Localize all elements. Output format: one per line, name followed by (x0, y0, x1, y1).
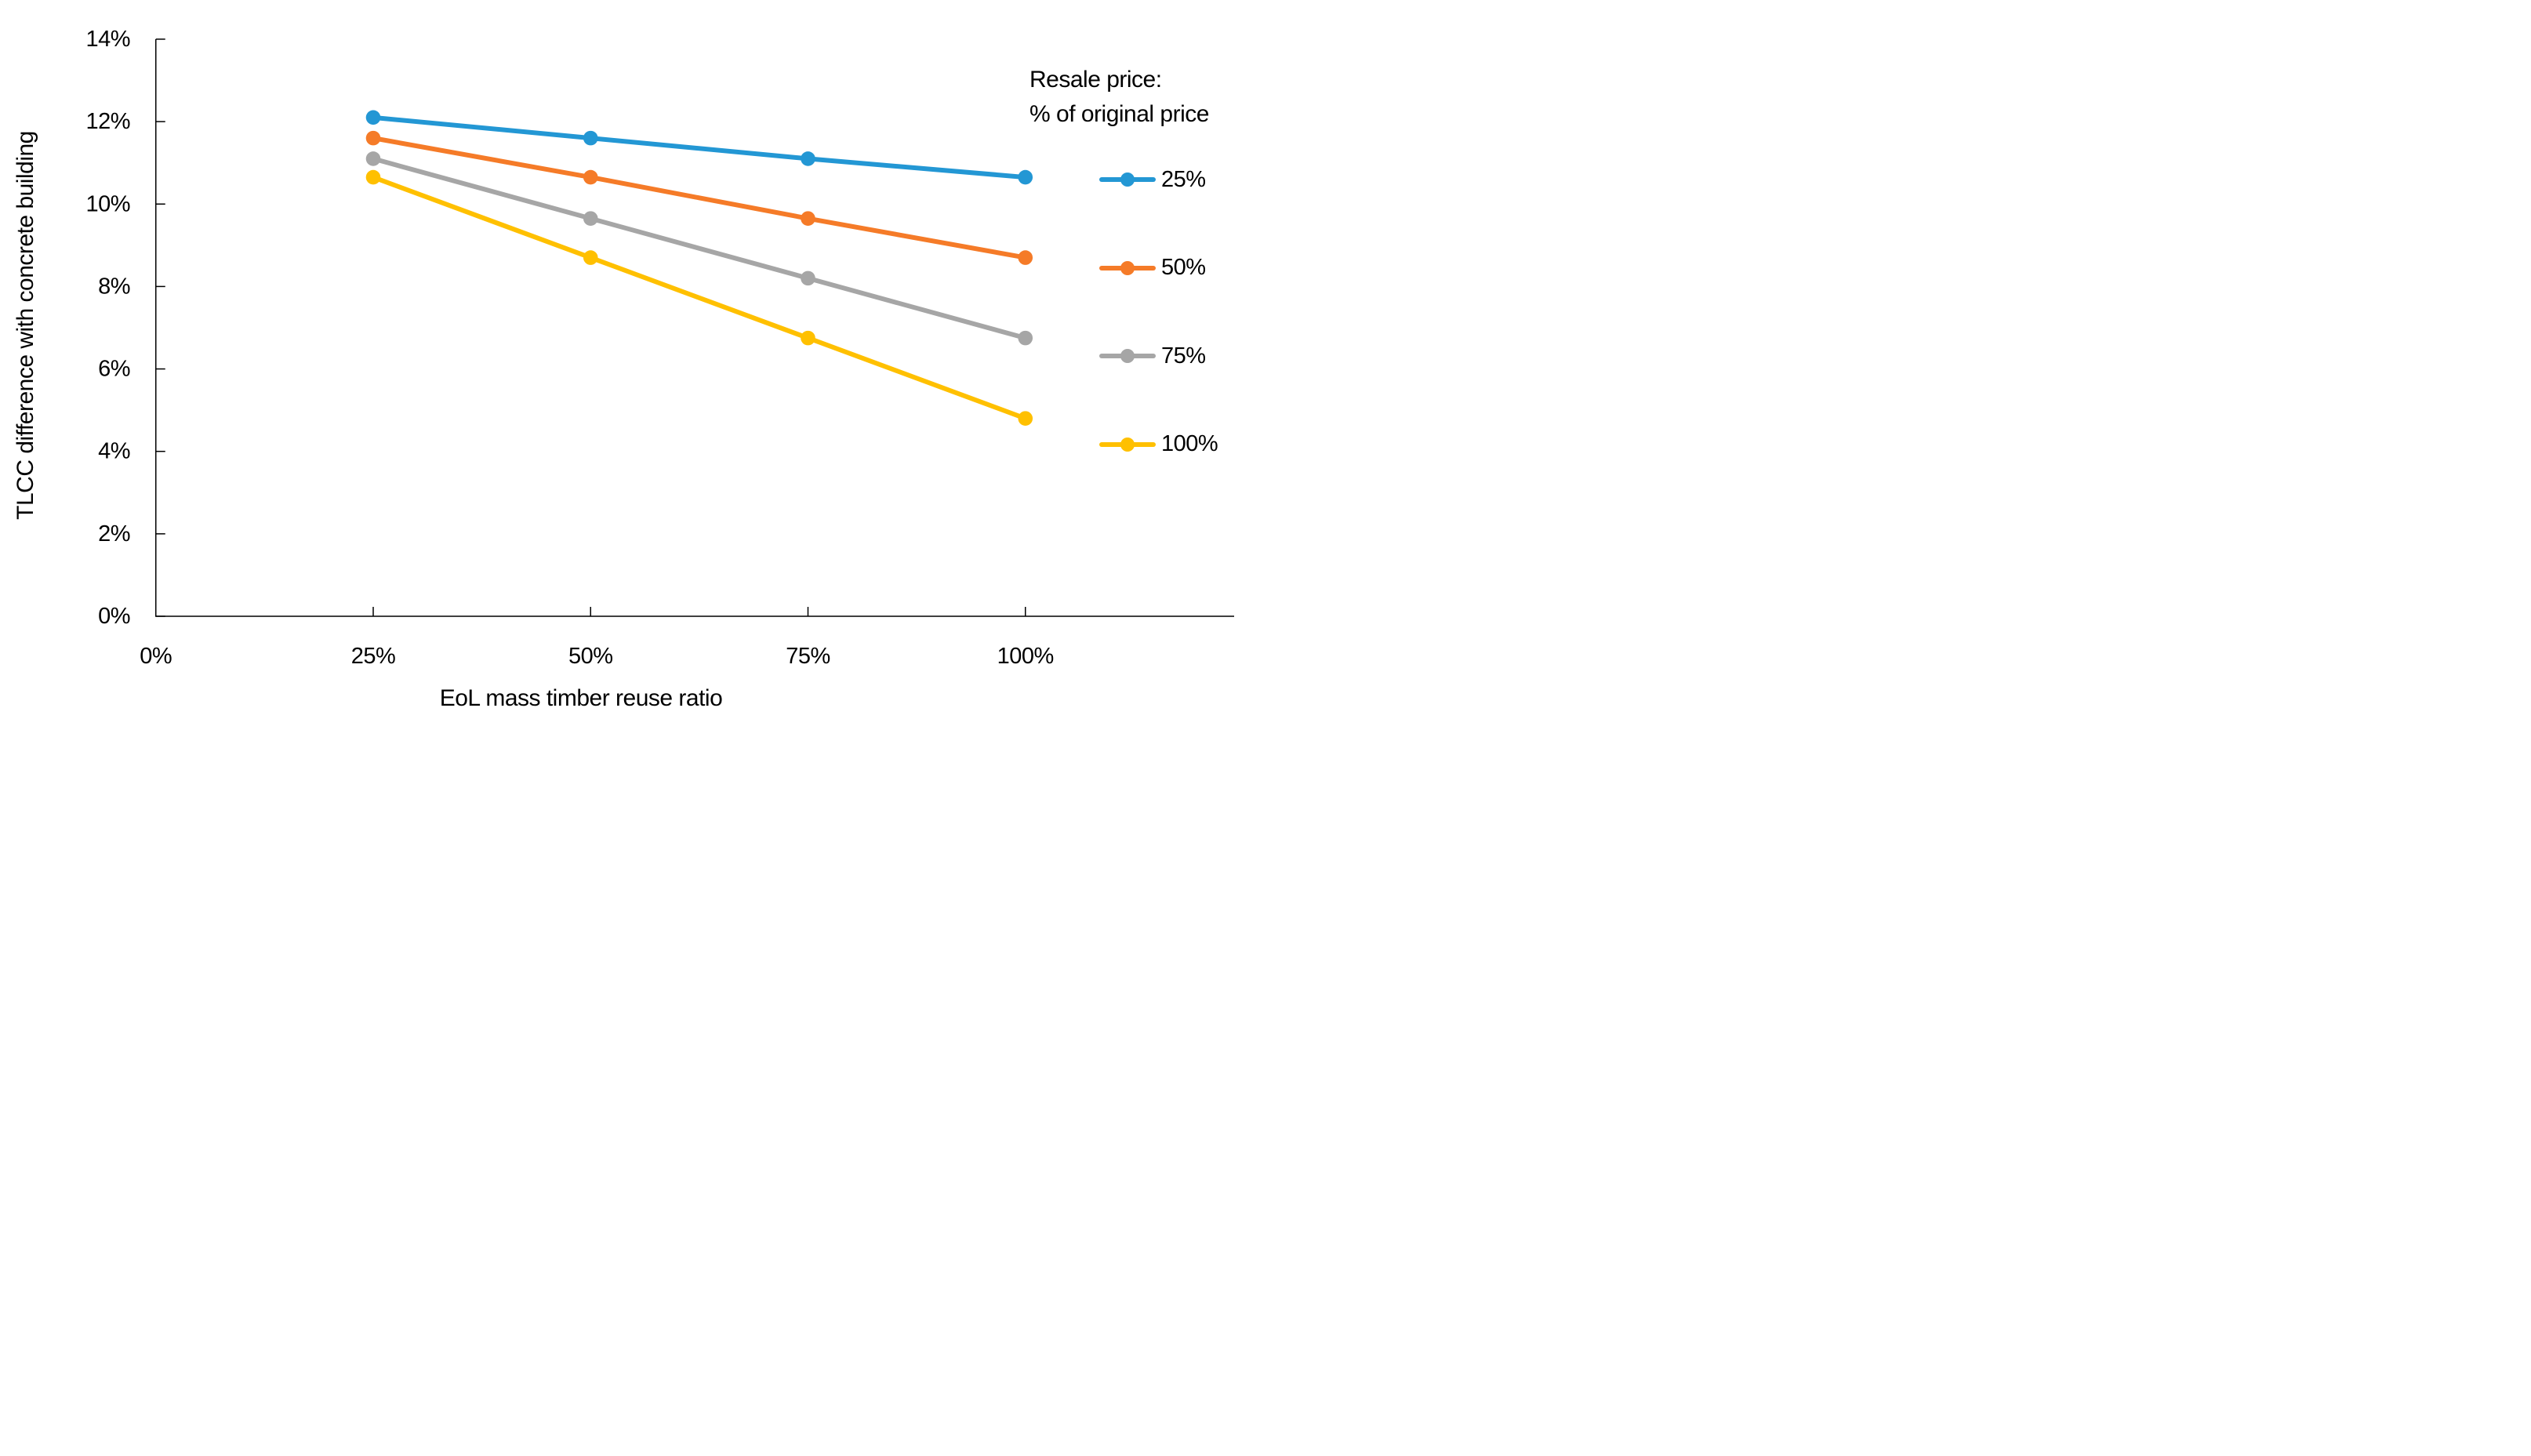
x-axis-tick-label: 75% (786, 644, 830, 669)
y-axis-tick-label: 12% (85, 109, 130, 134)
series-line (371, 114, 1028, 180)
legend-label: 75% (1161, 343, 1206, 369)
x-axis-tick-label: 25% (351, 644, 396, 669)
series-line (371, 175, 1028, 421)
data-point (801, 151, 815, 166)
legend-label: 100% (1161, 431, 1218, 456)
x-axis-tick-label: 100% (997, 644, 1054, 669)
legend-marker-dot (1120, 349, 1135, 363)
legend-title-line2: % of original price (1029, 101, 1209, 127)
chart: 0% 2% 4% 6% 8% 10% 12% 14% 0% 25% 50% 75% 100% TLCC … (0, 0, 1266, 728)
legend-title-line1: Resale price: (1029, 67, 1162, 93)
data-point (365, 151, 381, 166)
series-25% (365, 110, 1033, 185)
y-axis-tick-label: 2% (98, 521, 130, 546)
y-axis-title: TLCC difference with concrete building (13, 131, 38, 520)
y-axis-tick-label: 4% (98, 439, 130, 464)
data-point (1018, 169, 1033, 185)
legend-marker-dot (1120, 260, 1135, 275)
data-point (583, 169, 598, 185)
y-axis-tick-label: 8% (98, 274, 130, 299)
data-point (365, 169, 381, 185)
legend-marker-icon (1099, 172, 1156, 187)
data-point (801, 271, 815, 286)
data-point (1018, 330, 1033, 346)
legend-label: 50% (1161, 255, 1206, 280)
x-axis-title: EoL mass timber reuse ratio (439, 685, 723, 711)
series-line (371, 136, 1028, 260)
y-axis-tick-label: 0% (98, 604, 130, 629)
data-point (801, 211, 815, 226)
series-line (371, 156, 1028, 341)
data-point (365, 130, 381, 146)
series-50% (365, 130, 1033, 265)
legend: Resale price: % of original price 25% 50%… (1029, 0, 1266, 728)
legend-title: Resale price: % of original price (1029, 63, 1209, 132)
legend-marker-dot (1120, 172, 1135, 187)
legend-marker-icon (1099, 260, 1156, 275)
legend-label: 25% (1161, 166, 1206, 192)
legend-marker-icon (1099, 349, 1156, 363)
data-point (583, 211, 598, 226)
legend-entry: 100% (1099, 430, 1218, 459)
x-axis-tick-label: 0% (140, 644, 172, 669)
legend-marker-icon (1099, 437, 1156, 452)
legend-marker-dot (1120, 437, 1135, 452)
x-axis-tick-label: 50% (568, 644, 613, 669)
data-point (801, 330, 815, 346)
legend-entry: 75% (1099, 342, 1206, 370)
plot-area: 0% 2% 4% 6% 8% 10% 12% 14% 0% 25% 50% 75% 100% (85, 27, 1234, 669)
legend-entry: 25% (1099, 165, 1206, 194)
y-axis-tick-label: 6% (98, 357, 130, 382)
data-point (583, 130, 598, 146)
data-point (1018, 250, 1033, 265)
data-point (365, 110, 381, 125)
series-100% (365, 169, 1033, 426)
y-axis-tick-label: 14% (85, 27, 130, 52)
legend-entry: 50% (1099, 254, 1206, 282)
series-75% (365, 151, 1033, 346)
data-point (583, 250, 598, 265)
y-axis-tick-label: 10% (85, 191, 130, 216)
data-point (1018, 411, 1033, 426)
